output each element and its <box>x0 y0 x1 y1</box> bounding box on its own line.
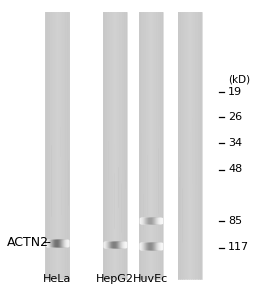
Text: HeLa: HeLa <box>43 274 72 284</box>
Text: 19: 19 <box>228 86 242 97</box>
Text: 85: 85 <box>228 215 242 226</box>
Bar <box>45 12 69 279</box>
Text: HepG2: HepG2 <box>96 274 134 284</box>
Text: 48: 48 <box>228 164 242 175</box>
Text: ACTN2: ACTN2 <box>7 236 49 250</box>
Text: HuvEc: HuvEc <box>133 274 168 284</box>
Bar <box>139 12 163 279</box>
Bar <box>178 12 202 279</box>
Text: (kD): (kD) <box>228 75 250 85</box>
Text: 117: 117 <box>228 242 249 253</box>
Text: --: -- <box>43 236 52 250</box>
Bar <box>103 12 127 279</box>
Text: 26: 26 <box>228 112 242 122</box>
Text: 34: 34 <box>228 137 242 148</box>
